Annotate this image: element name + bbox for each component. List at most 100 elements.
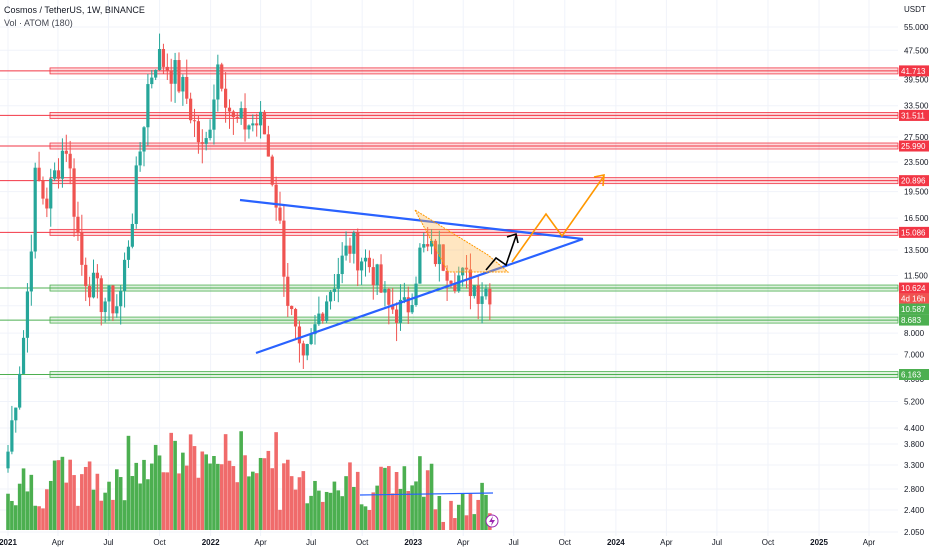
candle-body bbox=[410, 305, 414, 313]
volume-bar bbox=[359, 504, 364, 530]
volume-bar bbox=[317, 490, 321, 530]
volume-bar bbox=[247, 476, 251, 530]
falling-wedge-pattern[interactable] bbox=[413, 208, 510, 273]
volume-bar bbox=[107, 481, 111, 530]
volume-trendline[interactable] bbox=[359, 492, 494, 496]
volume-bar bbox=[313, 480, 317, 530]
support-tag-text: 6.163 bbox=[901, 371, 922, 380]
candle-body bbox=[328, 291, 333, 302]
volume-bar bbox=[453, 518, 457, 530]
volume-bar bbox=[204, 454, 208, 530]
candle-body bbox=[488, 288, 492, 305]
candle-body bbox=[243, 108, 247, 130]
candle-body bbox=[449, 280, 453, 284]
y-tick-label: 2.400 bbox=[904, 506, 925, 515]
candle-body bbox=[282, 220, 286, 277]
volume-bar bbox=[103, 492, 107, 530]
volume-bar bbox=[371, 492, 376, 530]
volume-bar bbox=[64, 482, 69, 530]
x-tick-label: 2022 bbox=[202, 538, 220, 547]
volume-bar bbox=[223, 434, 228, 530]
x-tick-label: Apr bbox=[863, 538, 876, 547]
volume-bar bbox=[13, 505, 18, 530]
candle-body bbox=[379, 264, 383, 293]
volume-bar bbox=[200, 451, 205, 530]
x-tick-label: Jul bbox=[103, 538, 113, 547]
candle-body bbox=[251, 123, 255, 126]
y-tick-label: 47.500 bbox=[904, 46, 929, 55]
candle-body bbox=[60, 150, 65, 179]
candle-body bbox=[313, 324, 317, 335]
candle-body bbox=[383, 289, 387, 293]
candle-body bbox=[220, 64, 224, 89]
volume-bar bbox=[363, 506, 368, 530]
volume-bar bbox=[352, 486, 356, 530]
volume-bar bbox=[25, 491, 30, 530]
candle-body bbox=[181, 76, 185, 92]
time-axis[interactable]: 2021 Apr Jul Oct 2022 Apr Jul Oct 2023 Apr Jul Oct 2… bbox=[0, 538, 876, 547]
candle-body bbox=[278, 207, 282, 221]
volume-bar bbox=[394, 472, 399, 530]
orange-projection-path[interactable] bbox=[511, 175, 605, 263]
x-tick-label: Apr bbox=[660, 538, 673, 547]
volume-bar bbox=[421, 496, 426, 530]
price-axis[interactable]: 55.000 47.500 39.500 33.500 27.500 23.500 19.5… bbox=[904, 5, 929, 537]
volume-bar bbox=[410, 485, 414, 530]
volume-bar bbox=[414, 481, 418, 530]
volume-bar bbox=[289, 476, 294, 530]
candle-body bbox=[227, 107, 232, 112]
candle-body bbox=[293, 309, 298, 327]
descending-trendline[interactable] bbox=[239, 198, 584, 241]
candle-body bbox=[480, 296, 484, 304]
volume-bar bbox=[383, 467, 387, 530]
candle-body bbox=[391, 304, 395, 310]
volume-bar bbox=[161, 472, 166, 530]
x-tick-label: Oct bbox=[762, 538, 775, 547]
volume-bar bbox=[212, 455, 216, 530]
volume-bar bbox=[157, 455, 162, 530]
volume-bar bbox=[111, 499, 115, 530]
y-tick-label: 3.800 bbox=[904, 440, 925, 449]
volume-bar bbox=[142, 459, 146, 530]
y-tick-label: 3.300 bbox=[904, 461, 925, 470]
volume-bar bbox=[48, 480, 53, 530]
volume-bar bbox=[441, 521, 446, 530]
candle-body bbox=[445, 270, 449, 281]
ascending-trendline[interactable] bbox=[255, 237, 584, 355]
resistance-tag bbox=[899, 175, 929, 187]
candle-body bbox=[88, 286, 92, 298]
resistance-tag bbox=[899, 226, 929, 238]
volume-bar bbox=[456, 504, 461, 530]
black-arrow-head bbox=[506, 232, 519, 244]
volume-bar bbox=[33, 505, 38, 530]
candle-body bbox=[406, 297, 410, 313]
lightning-icon[interactable] bbox=[485, 514, 499, 528]
volume-bar bbox=[282, 463, 286, 530]
volume-bar bbox=[449, 500, 453, 530]
black-projection-path[interactable] bbox=[485, 235, 517, 271]
volume-bar bbox=[418, 456, 422, 530]
resistance-tag-text: 20.896 bbox=[901, 177, 926, 186]
candle-body bbox=[344, 245, 348, 256]
x-tick-label: Oct bbox=[153, 538, 166, 547]
candle-body bbox=[464, 267, 469, 270]
candle-body bbox=[247, 125, 251, 130]
volume-bar bbox=[184, 465, 189, 530]
candle-body bbox=[224, 88, 228, 108]
candle-body bbox=[317, 313, 321, 325]
candle-body bbox=[235, 117, 239, 119]
candle-body bbox=[25, 291, 30, 338]
volume-bar bbox=[56, 460, 61, 530]
candle-body bbox=[321, 313, 325, 321]
drawing-overlays bbox=[239, 174, 605, 496]
resistance-tag bbox=[899, 109, 929, 121]
candle-body bbox=[80, 232, 84, 265]
candle-body bbox=[375, 264, 379, 286]
candle-body bbox=[14, 407, 18, 421]
volume-bar bbox=[126, 435, 131, 530]
candle-body bbox=[53, 170, 57, 179]
candle-body bbox=[433, 240, 438, 265]
candle-body bbox=[68, 153, 72, 169]
x-tick-label: 2024 bbox=[607, 538, 625, 547]
